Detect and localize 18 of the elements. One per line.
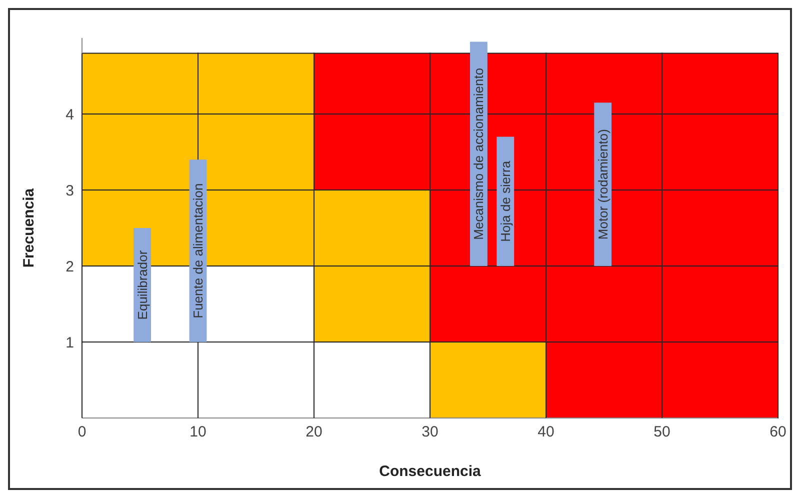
x-tick-label: 40 [538, 424, 554, 441]
data-label: Motor (rodamiento) [595, 129, 610, 240]
x-tick-label: 60 [770, 424, 786, 441]
x-tick-label: 0 [78, 424, 86, 441]
data-label: Fuente de alimentacion [190, 183, 206, 318]
y-tick-label: 2 [66, 258, 74, 276]
y-tick-label: 1 [66, 334, 74, 352]
y-tick-label: 3 [66, 182, 74, 200]
x-tick-label: 50 [654, 424, 670, 441]
x-axis-title: Consecuencia [379, 463, 482, 480]
y-tick-label: 4 [66, 106, 74, 124]
data-label: Hoja de sierra [498, 160, 513, 242]
data-label: Equilibrador [134, 250, 150, 320]
x-tick-label: 20 [306, 424, 322, 441]
x-tick-label: 10 [190, 424, 206, 441]
data-label: Mecanismo de accionamiento [471, 68, 486, 240]
y-axis-title: Frecuencia [20, 188, 38, 268]
x-tick-label: 30 [422, 424, 438, 441]
